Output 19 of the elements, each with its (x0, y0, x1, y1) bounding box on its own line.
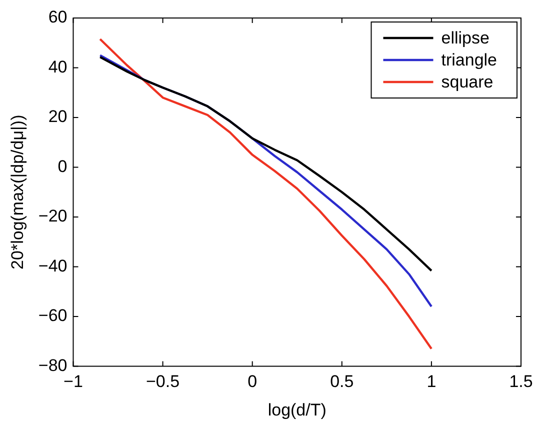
x-tick-label: 1 (426, 372, 436, 392)
legend-label: square (441, 72, 494, 92)
y-axis-title: 20*log(max(|dp/dμ|)) (8, 114, 27, 270)
y-tick-label: −40 (38, 256, 68, 276)
x-tick-label: −0.5 (146, 372, 180, 392)
y-tick-label: −20 (38, 206, 68, 226)
y-tick-label: −80 (38, 356, 68, 375)
y-tick-label: 60 (48, 8, 68, 27)
y-tick-label: 20 (48, 107, 68, 126)
x-axis-title: log(d/T) (268, 400, 326, 420)
y-tick-label: 0 (58, 156, 68, 176)
legend-label: ellipse (441, 28, 490, 48)
y-tick-label: −60 (38, 306, 68, 326)
x-tick-label: −1 (64, 372, 83, 392)
legend-label: triangle (441, 50, 498, 70)
y-tick-label: 40 (48, 57, 68, 76)
x-tick-label: 1.5 (509, 372, 533, 392)
x-tick-label: 0.5 (330, 372, 354, 392)
x-tick-label: 0 (248, 372, 258, 392)
